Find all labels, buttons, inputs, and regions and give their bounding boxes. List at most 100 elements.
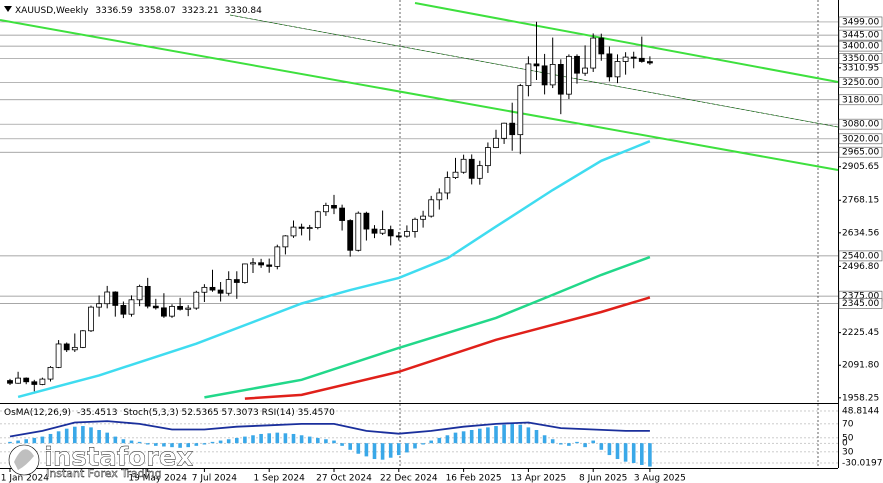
candle-body <box>395 235 402 238</box>
osma-bar <box>348 443 352 450</box>
osma-bar <box>324 439 328 444</box>
y-tick-label: 2768.15 <box>842 196 879 206</box>
candle-body <box>387 229 394 237</box>
x-tick-label: 19 May 2024 <box>128 474 187 483</box>
osma-bar <box>32 437 37 444</box>
osma-bar <box>623 443 628 462</box>
candle-body <box>233 279 240 283</box>
trend-line <box>414 2 839 83</box>
osma-bar <box>518 424 523 444</box>
level-box <box>838 40 883 52</box>
level-box <box>838 250 883 262</box>
candle-body <box>574 55 580 74</box>
level-label: 2375.00 <box>842 292 879 302</box>
x-tick-label: 22 Dec 2024 <box>380 474 438 483</box>
candle-body <box>128 299 135 315</box>
stoch-tick-label: 70 <box>842 419 854 429</box>
candle-body <box>322 205 329 213</box>
candle-body <box>258 262 265 266</box>
candle-body <box>582 67 588 74</box>
level-box <box>838 298 883 309</box>
osma-bar <box>542 435 547 444</box>
candle-body <box>217 289 224 294</box>
osma-bar <box>251 435 255 444</box>
level-box <box>838 77 883 88</box>
candle-body <box>120 305 127 315</box>
osma-bar <box>145 443 150 445</box>
osma-bar <box>178 443 182 448</box>
osma-bar <box>64 428 69 444</box>
candle-body <box>428 199 435 217</box>
candle-body <box>104 291 111 305</box>
osma-bar <box>510 423 514 444</box>
candle-body <box>379 229 386 234</box>
level-label: 3250.00 <box>842 78 879 88</box>
oscillator-line <box>9 420 650 438</box>
osma-bar <box>56 431 61 444</box>
candle-body <box>420 215 427 220</box>
osma-bar <box>40 436 45 444</box>
osma-bar <box>81 426 85 444</box>
osma-bar <box>73 426 77 444</box>
osma-bar <box>648 443 652 467</box>
level-box <box>838 16 883 28</box>
osma-bar <box>121 439 126 444</box>
osma-bar <box>494 426 498 444</box>
osma-bar <box>364 443 369 457</box>
osma-bar <box>591 440 595 444</box>
level-box <box>838 133 883 145</box>
candle-body <box>549 64 556 86</box>
osma-bar <box>388 443 393 458</box>
osma-bar <box>575 441 579 444</box>
osma-bar <box>429 440 433 444</box>
candle-body <box>533 63 540 67</box>
osma-bar <box>154 443 158 446</box>
candle-body <box>144 285 151 307</box>
menu-arrow[interactable] <box>4 6 12 12</box>
osma-bar <box>372 443 377 460</box>
osma-bar <box>421 443 425 445</box>
watermark: instaforex Instant Forex Trading <box>8 442 194 480</box>
level-box <box>838 53 883 64</box>
candle-body <box>63 343 70 351</box>
osma-tick-label: -30.0197 <box>842 458 882 468</box>
moving-average <box>244 296 651 400</box>
x-tick-label: 7 Jul 2024 <box>192 474 237 483</box>
osma-bar <box>316 437 320 444</box>
candle-body <box>160 307 167 317</box>
osma-bar <box>275 432 280 444</box>
osma-bar <box>461 431 466 444</box>
osma-bar <box>267 433 271 444</box>
osma-bar <box>559 443 563 445</box>
candle-body <box>606 53 613 78</box>
osma-bar <box>48 433 53 444</box>
y-tick-label: 1958.25 <box>842 393 879 403</box>
moving-average <box>17 140 651 399</box>
candle-body <box>250 262 256 265</box>
osma-bar <box>437 437 442 444</box>
candle-body <box>241 263 248 283</box>
close: 3330.84 <box>225 6 262 16</box>
x-tick-label: 1 Sep 2024 <box>254 474 306 483</box>
x-tick-label: 16 Feb 2025 <box>446 474 502 483</box>
candle-body <box>201 286 208 293</box>
osma-bar <box>607 443 612 456</box>
osma-bar <box>550 439 555 444</box>
candle-body <box>638 57 645 62</box>
osma-bar <box>113 436 118 444</box>
osma-bar <box>615 443 620 460</box>
grid-layer <box>0 21 838 464</box>
level-label: 2540.00 <box>842 251 879 261</box>
candle-body <box>88 306 94 332</box>
candle-body <box>468 158 475 179</box>
candle-body <box>517 85 524 136</box>
osma-bar <box>640 443 644 465</box>
level-box <box>838 29 883 41</box>
candle-body <box>412 218 418 232</box>
stoch-tick-label: 30 <box>842 447 854 457</box>
osma-tick-label: 0 <box>842 439 848 449</box>
y-tick-label: 2225.45 <box>842 328 879 338</box>
indicator-name: OsMA(12,26,9) <box>4 408 71 418</box>
osma-bar <box>16 440 20 444</box>
